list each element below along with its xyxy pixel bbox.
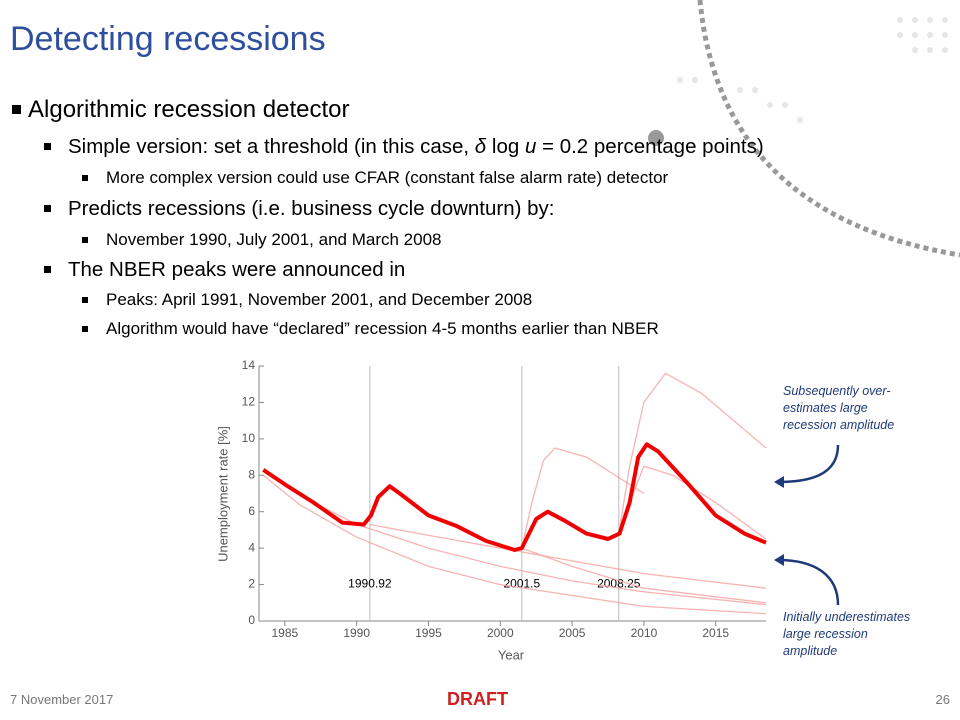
annotation: Initially underestimates large recession… — [783, 610, 911, 658]
bullet-text: Algorithm would have “declared” recessio… — [106, 319, 659, 338]
y-axis-label: Unemployment rate [%] — [215, 426, 230, 562]
arrow — [777, 558, 840, 606]
series-line — [618, 372, 767, 534]
arrow — [777, 444, 840, 484]
bullet-text: Peaks: April 1991, November 2001, and De… — [106, 290, 533, 309]
y-tick-label: 12 — [242, 395, 256, 409]
dot-grid — [677, 17, 948, 123]
dashed-arc — [697, 0, 960, 258]
x-tick-label: 1990 — [343, 626, 370, 640]
footer-status: DRAFT — [447, 689, 508, 709]
bullet-text: More complex version could use CFAR (con… — [106, 168, 669, 187]
x-tick-label: 2015 — [702, 626, 729, 640]
annotation: Subsequently over-estimates large recess… — [783, 384, 895, 432]
x-tick-label: 1985 — [272, 626, 299, 640]
bullet-text: Algorithmic recession detector — [28, 96, 350, 123]
footer-date: 7 November 2017 — [10, 692, 114, 707]
series-line — [618, 465, 767, 540]
vline-label: 2001.5 — [503, 577, 540, 591]
vline-label: 2008.25 — [597, 577, 641, 591]
bullet-text: November 1990, July 2001, and March 2008 — [106, 230, 442, 249]
bullet — [44, 205, 51, 212]
series-line — [521, 547, 767, 604]
y-tick-label: 8 — [248, 467, 255, 481]
arrowhead — [774, 554, 784, 566]
series-line — [521, 447, 645, 549]
bullet-text: Simple version: set a threshold (in this… — [68, 135, 764, 159]
vline-label: 1990.92 — [348, 577, 392, 591]
y-tick-label: 0 — [248, 613, 255, 627]
bullet — [82, 297, 88, 303]
text: log — [486, 135, 525, 158]
bullet — [82, 237, 88, 243]
y-tick-label: 14 — [242, 358, 256, 372]
text: Simple version: set a threshold (in this… — [68, 135, 475, 158]
y-tick-label: 10 — [242, 431, 256, 445]
text: u — [524, 135, 537, 158]
x-tick-label: 1995 — [415, 626, 442, 640]
y-tick-label: 2 — [248, 577, 255, 591]
series-line — [369, 523, 767, 589]
page-number: 26 — [935, 692, 950, 707]
series-line — [262, 474, 767, 615]
bullet — [82, 175, 88, 181]
bullet — [44, 143, 51, 150]
bullet-text: Predicts recessions (i.e. business cycle… — [68, 197, 555, 220]
text: = 0.2 percentage points) — [536, 135, 764, 158]
text: δ — [474, 135, 487, 158]
x-axis-label: Year — [498, 647, 525, 662]
x-tick-label: 2000 — [487, 626, 514, 640]
x-tick-label: 2005 — [559, 626, 586, 640]
bullet — [44, 266, 51, 273]
series-line — [262, 442, 767, 552]
arrowhead — [774, 476, 784, 488]
bullet — [82, 326, 88, 332]
y-tick-label: 6 — [248, 504, 255, 518]
slide-title: Detecting recessions — [10, 20, 326, 58]
y-tick-label: 4 — [248, 540, 255, 554]
dot — [648, 130, 664, 146]
bullet — [12, 105, 21, 114]
x-tick-label: 2010 — [631, 626, 658, 640]
bullet-text: The NBER peaks were announced in — [68, 258, 406, 281]
